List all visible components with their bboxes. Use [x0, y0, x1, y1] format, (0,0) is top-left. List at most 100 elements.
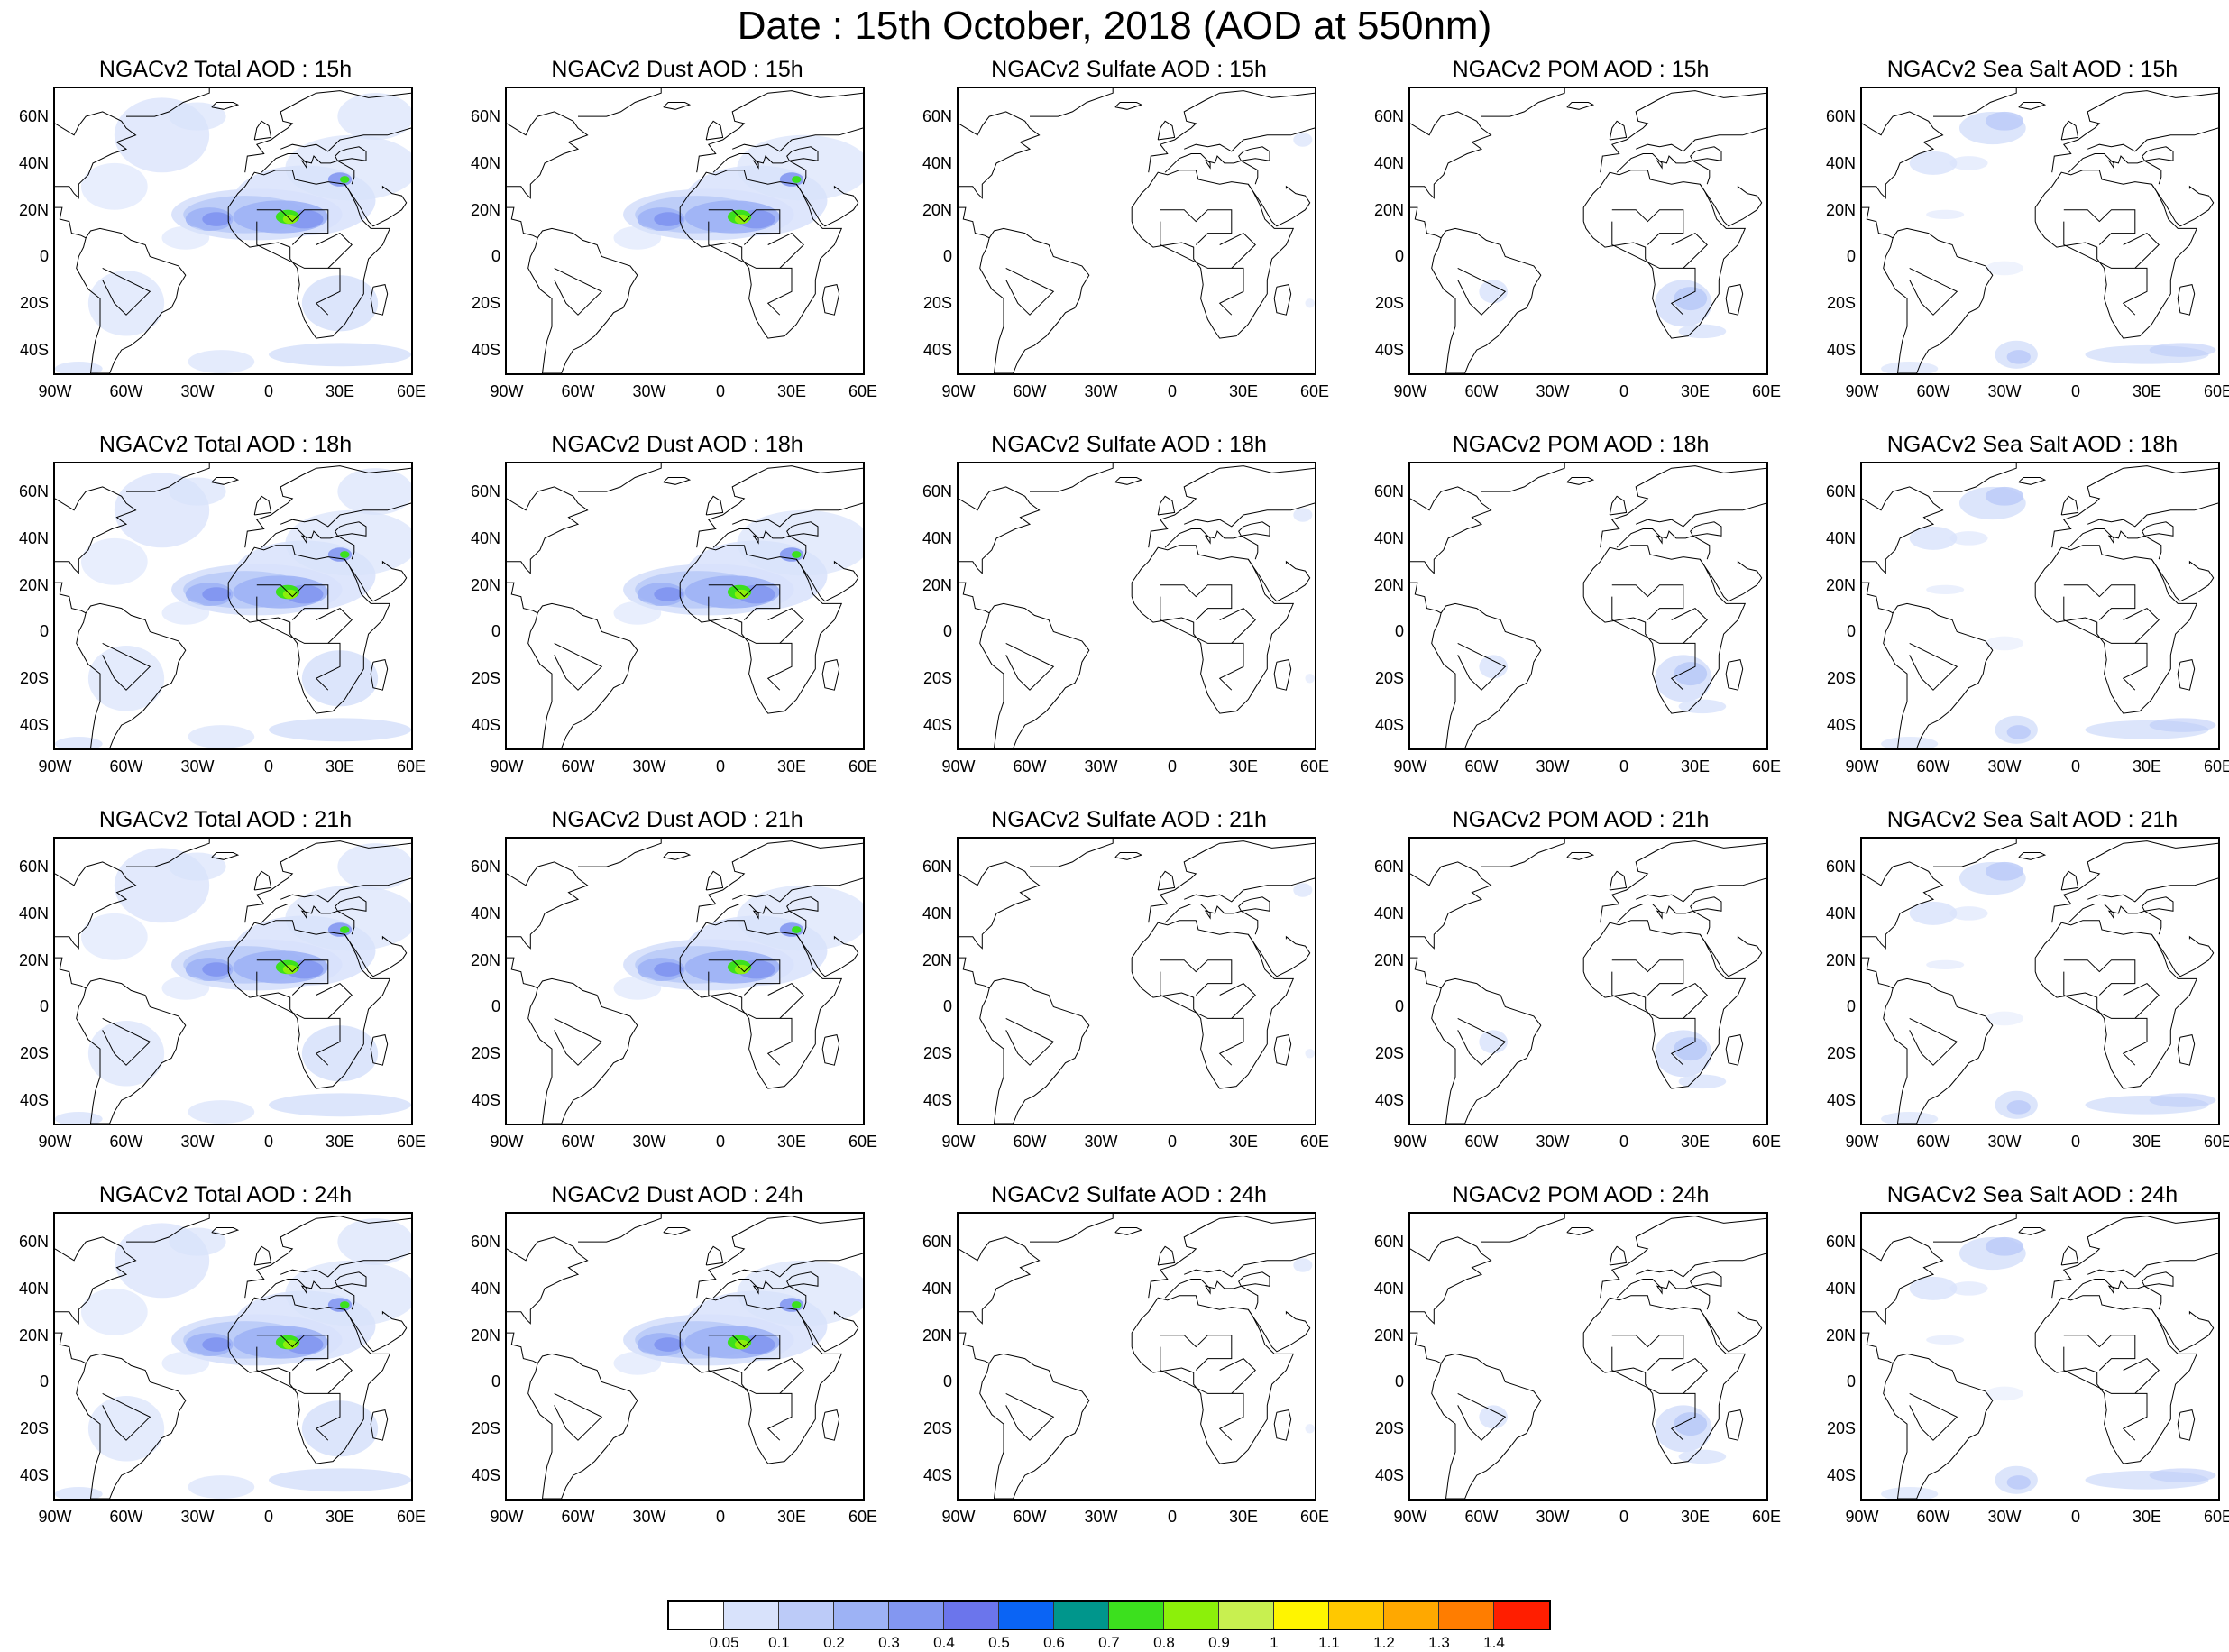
aod-field [55, 1487, 103, 1499]
coastline [1160, 209, 1233, 245]
coastline [959, 206, 1090, 373]
coastline [1160, 596, 1244, 691]
lon-tick-label: 90W [38, 1133, 72, 1151]
coastline [256, 596, 341, 691]
coastline [2123, 1357, 2160, 1394]
coastline [102, 1392, 151, 1441]
coastline [244, 1216, 411, 1299]
lat-tick-label: 40S [471, 716, 500, 735]
aod-field [1674, 662, 1708, 686]
coastline [1699, 1308, 1763, 1353]
map-plot-area [505, 462, 865, 750]
lat-tick-label: 0 [1846, 1372, 1856, 1391]
coastline [370, 1034, 389, 1066]
aod-field [2149, 718, 2216, 732]
aod-field [1909, 151, 1958, 175]
coastline [821, 284, 840, 316]
coastline [1457, 1017, 1507, 1066]
lon-tick-label: 0 [2070, 1508, 2080, 1526]
lat-tick-label: 40N [1373, 153, 1404, 172]
map-svg [55, 839, 411, 1124]
coastline [708, 596, 793, 691]
map-panel: NGACv2 Total AOD : 15h 60N 40N 20N 0 20S 40S 90… [0, 56, 451, 435]
lon-tick-label: 30E [1680, 1133, 1711, 1151]
aod-field [169, 477, 226, 506]
lat-tick-label: 20S [1374, 669, 1404, 688]
aod-field [169, 1227, 226, 1256]
coastline [2060, 870, 2079, 891]
coastline [1410, 861, 1492, 950]
aod-field [269, 1093, 411, 1117]
coastline [1131, 170, 1295, 339]
lat-tick-label: 40N [922, 904, 952, 922]
coastline [507, 1332, 638, 1499]
lon-tick-label: 60W [1464, 1133, 1499, 1151]
coastline [1636, 502, 1766, 528]
coastline [708, 584, 781, 620]
coastline [959, 1332, 1090, 1499]
coastline [1616, 153, 1711, 185]
coastline [1148, 90, 1315, 173]
coastline [578, 463, 662, 492]
panel-title: NGACv2 Dust AOD : 18h [551, 432, 803, 457]
lon-tick-label: 30E [776, 1133, 807, 1151]
aod-field [613, 601, 662, 625]
lon-tick-label: 30W [1536, 757, 1570, 776]
lon-tick-label: 90W [1845, 382, 1879, 400]
coastline [959, 486, 1041, 574]
colorbar-label: 0.05 [709, 1634, 739, 1651]
aod-field [202, 962, 231, 977]
lat-tick-label: 40S [471, 1091, 500, 1110]
coastline [1725, 1409, 1744, 1441]
coastline [1481, 463, 1565, 492]
lon-tick-label: 0 [715, 757, 725, 776]
lon-tick-label: 90W [941, 1133, 976, 1151]
aod-field [1881, 737, 1939, 748]
aod-field [202, 1337, 231, 1352]
lat-tick-label: 20N [18, 200, 49, 219]
coastline [1148, 465, 1315, 548]
map-panel: NGACv2 Dust AOD : 21h 60N 40N 20N 0 20S 40S 90W… [452, 806, 903, 1185]
coastline [767, 232, 804, 269]
lat-tick-label: 20S [922, 294, 952, 313]
coastline [1690, 1271, 1722, 1287]
aod-field [169, 852, 226, 881]
aod-field [1674, 1037, 1708, 1061]
colorbar-box [834, 1602, 889, 1629]
coastline [1611, 221, 1696, 316]
lon-tick-label: 30W [1084, 1133, 1118, 1151]
coastline [2018, 1227, 2047, 1235]
coastline [959, 861, 1041, 950]
coastline [1481, 839, 1565, 867]
aod-field [202, 212, 231, 226]
aod-field [1909, 901, 1958, 925]
coastline [2063, 1335, 2136, 1371]
lat-tick-label: 0 [491, 247, 500, 266]
map-panel: NGACv2 Dust AOD : 18h 60N 40N 20N 0 20S 40S 90W… [452, 431, 903, 810]
aod-field [1881, 1112, 1939, 1124]
coastline [370, 284, 389, 316]
coastline [261, 1279, 355, 1310]
lon-tick-label: 30E [776, 757, 807, 776]
coastline [959, 957, 1090, 1124]
lat-tick-label: 20N [922, 200, 952, 219]
coastline [261, 528, 355, 560]
lon-tick-label: 30E [2132, 1133, 2162, 1151]
aod-field [1678, 699, 1727, 714]
coastline [2068, 528, 2162, 560]
lat-tick-label: 20S [1826, 294, 1856, 313]
lat-tick-label: 60N [1825, 858, 1856, 876]
panel-title: NGACv2 Dust AOD : 24h [551, 1182, 803, 1207]
aod-field [169, 102, 226, 131]
coastline [795, 1308, 859, 1353]
map-svg [507, 1214, 863, 1499]
lon-tick-label: 90W [38, 382, 72, 400]
aod-field [2006, 725, 2031, 739]
coastline [2051, 1216, 2218, 1299]
lat-tick-label: 40S [1826, 341, 1856, 360]
aod-field [337, 93, 411, 140]
lon-tick-label: 30E [2132, 1508, 2162, 1526]
lat-tick-label: 0 [39, 622, 49, 641]
lat-tick-label: 0 [942, 997, 952, 1016]
coastline [1005, 642, 1055, 691]
